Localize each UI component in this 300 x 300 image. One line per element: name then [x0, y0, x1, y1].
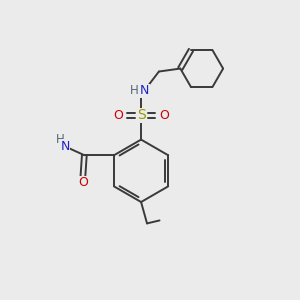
Text: O: O — [113, 109, 123, 122]
Text: O: O — [78, 176, 88, 189]
Text: S: S — [137, 108, 146, 122]
Text: H: H — [56, 133, 64, 146]
Text: N: N — [60, 140, 70, 153]
Text: H: H — [130, 84, 139, 98]
Text: O: O — [159, 109, 169, 122]
Text: N: N — [140, 84, 149, 98]
